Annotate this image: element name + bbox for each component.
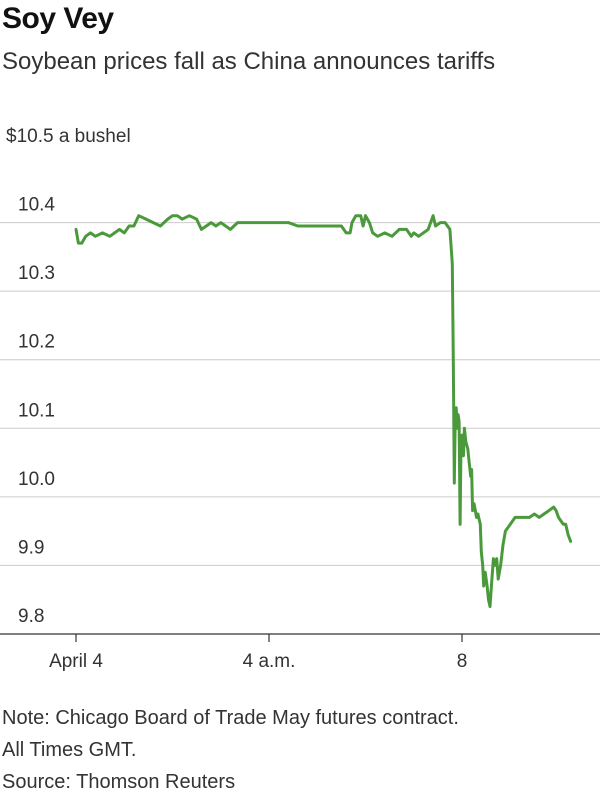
y-tick-label: 9.9 [18,537,44,558]
chart-title: Soy Vey [2,2,114,35]
y-tick-label: 10.1 [18,400,55,421]
y-tick-label: 9.8 [18,606,44,627]
chart-notes: Note: Chicago Board of Trade May futures… [2,702,459,798]
y-tick-label: 10.0 [18,469,55,490]
footnote-contract: Note: Chicago Board of Trade May futures… [2,707,459,729]
y-tick-label: 10.2 [18,332,55,353]
chart-subtitle: Soybean prices fall as China announces t… [2,48,496,75]
x-tick-label: 4 a.m. [243,651,296,672]
line-chart: $10.5 a bushel 10.4 10.3 10.2 10.1 10.0 9.9 9.8… [0,126,600,672]
source-credit: Source: Thomson Reuters [2,771,236,793]
x-tick-label: April 4 [49,651,103,672]
y-tick-label: 10.3 [18,263,55,284]
y-tick-label: 10.4 [18,195,55,216]
x-tick-label: 8 [457,651,468,672]
y-tick-label: $10.5 a bushel [6,126,131,147]
footnote-timezone: All Times GMT. [2,739,137,761]
series-line [74,214,573,609]
